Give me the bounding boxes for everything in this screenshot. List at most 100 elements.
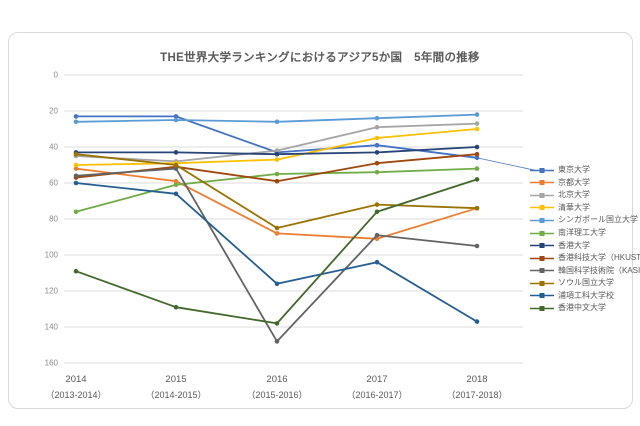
legend-item-label: 浦項工科大学校 <box>558 290 614 300</box>
chart-frame <box>8 32 633 409</box>
series-marker-0 <box>474 155 480 161</box>
series-marker-11 <box>73 268 79 274</box>
series-marker-1 <box>173 178 179 184</box>
series-marker-2 <box>374 124 380 130</box>
series-marker-4 <box>374 115 380 121</box>
series-marker-9 <box>73 151 79 157</box>
legend-swatch-icon <box>530 280 554 286</box>
legend: 東京大学京都大学 北京大学清華大学シンガポール国立大学 南洋理工大学 香港大学香港科技… <box>529 164 640 315</box>
legend-item-label: 韓国科学技術院（KASIT） <box>558 265 640 275</box>
x-axis-year-label: 2015 <box>165 374 186 385</box>
legend-item-1: 京都大学 <box>529 177 640 190</box>
series-marker-5 <box>474 166 480 171</box>
series-marker-4 <box>173 117 179 123</box>
series-marker-5 <box>73 209 79 215</box>
series-marker-9 <box>274 225 280 231</box>
legend-item-label: 南洋理工大学 <box>558 228 606 237</box>
series-marker-11 <box>173 304 179 310</box>
x-axis-year-label: 2014 <box>65 374 86 385</box>
x-axis-range-label: （2016-2017） <box>346 390 407 400</box>
series-marker-2 <box>474 121 480 126</box>
series-marker-3 <box>474 126 480 132</box>
series-marker-1 <box>274 231 280 236</box>
legend-item-0: 東京大学 <box>529 164 640 177</box>
legend-swatch-icon <box>530 167 554 173</box>
legend-swatch-icon <box>530 230 554 236</box>
legend-marker-icon <box>539 243 545 249</box>
series-marker-0 <box>173 114 179 119</box>
series-marker-10 <box>73 180 79 186</box>
series-marker-0 <box>374 142 380 148</box>
legend-marker-icon <box>539 293 545 299</box>
y-tick-label: 60 <box>49 179 58 188</box>
y-tick-label: 20 <box>49 107 58 116</box>
x-axis-year-label: 2018 <box>466 374 487 385</box>
legend-marker-icon <box>539 305 545 311</box>
series-marker-6 <box>274 151 280 157</box>
series-marker-11 <box>374 209 380 215</box>
y-tick-label: 80 <box>49 215 58 224</box>
legend-item-10: 浦項工科大学校 <box>529 289 640 302</box>
legend-swatch-icon <box>530 205 554 211</box>
series-marker-6 <box>474 144 480 150</box>
legend-marker-icon <box>539 217 545 223</box>
legend-item-9: ソウル国立大学 <box>529 277 640 290</box>
legend-marker-icon <box>539 192 545 198</box>
chart-title: THE世界大学ランキングにおけるアジア5か国 5年間の推移 <box>160 52 480 64</box>
legend-marker-icon <box>539 255 545 261</box>
legend-marker-icon <box>539 280 545 286</box>
leader-line <box>476 157 537 171</box>
x-axis-range-label: （2017-2018） <box>446 390 507 400</box>
series-marker-9 <box>173 162 179 168</box>
y-tick-label: 100 <box>45 251 59 260</box>
legend-item-5: 南洋理工大学 <box>529 227 640 240</box>
legend-marker-icon <box>539 268 545 274</box>
series-marker-9 <box>374 202 380 207</box>
legend-swatch-icon <box>530 268 554 274</box>
series-marker-11 <box>274 321 280 326</box>
legend-item-2: 北京大学 <box>529 189 640 202</box>
series-marker-3 <box>274 157 280 162</box>
series-line-9 <box>75 153 478 229</box>
legend-item-8: 韓国科学技術院（KASIT） <box>529 264 640 277</box>
series-marker-5 <box>374 169 380 175</box>
series-marker-8 <box>73 173 79 179</box>
series-marker-4 <box>73 119 79 125</box>
legend-swatch-icon <box>530 180 554 186</box>
series-marker-5 <box>173 182 179 188</box>
legend-item-label: 香港大学 <box>558 240 590 250</box>
series-marker-4 <box>274 119 280 125</box>
series-marker-5 <box>274 171 280 177</box>
legend-marker-icon <box>539 230 545 236</box>
legend-marker-icon <box>539 167 545 173</box>
legend-swatch-icon <box>530 293 554 299</box>
series-marker-10 <box>474 319 480 324</box>
legend-item-7: 香港科技大学（HKUST） <box>529 252 640 265</box>
y-tick-label: 160 <box>45 359 59 368</box>
legend-item-label: 北京大学 <box>558 190 590 200</box>
series-marker-11 <box>474 177 480 182</box>
legend-item-label: シンガポール国立大学 <box>558 215 638 225</box>
series-marker-8 <box>173 166 179 171</box>
legend-item-label: 東京大学 <box>558 165 590 175</box>
series-marker-3 <box>73 162 79 168</box>
x-axis-range-label: （2015-2016） <box>246 390 307 400</box>
series-marker-0 <box>73 114 79 119</box>
x-axis-range-label: （2013-2014） <box>45 390 106 400</box>
legend-swatch-icon <box>530 255 554 261</box>
x-axis-year-label: 2017 <box>366 374 387 385</box>
legend-item-3: 清華大学 <box>529 202 640 215</box>
legend-item-label: 清華大学 <box>558 202 590 212</box>
series-marker-10 <box>274 281 280 287</box>
legend-item-label: 香港科技大学（HKUST） <box>558 253 640 263</box>
x-axis-range-label: （2014-2015） <box>145 390 206 400</box>
legend-swatch-icon <box>530 217 554 223</box>
legend-item-11: 香港中文大学 <box>529 302 640 315</box>
y-tick-label: 120 <box>45 287 59 296</box>
series-marker-1 <box>73 166 79 171</box>
legend-item-label: ソウル国立大学 <box>558 278 614 288</box>
series-marker-8 <box>474 243 480 249</box>
series-marker-7 <box>374 160 380 166</box>
